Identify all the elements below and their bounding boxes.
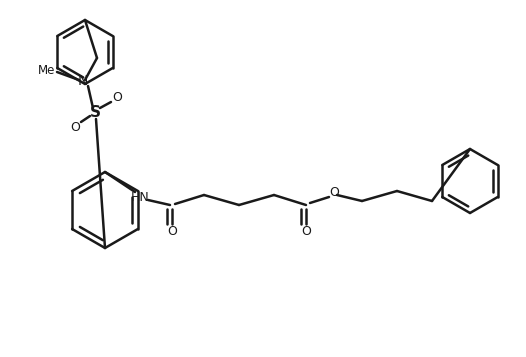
Text: O: O <box>112 91 122 104</box>
Text: N: N <box>78 74 88 88</box>
Text: HN: HN <box>130 191 149 203</box>
Text: S: S <box>89 105 100 120</box>
Text: Me: Me <box>38 64 55 76</box>
Text: O: O <box>301 225 311 237</box>
Text: O: O <box>70 121 80 134</box>
Text: O: O <box>329 186 339 198</box>
Text: O: O <box>167 225 177 237</box>
